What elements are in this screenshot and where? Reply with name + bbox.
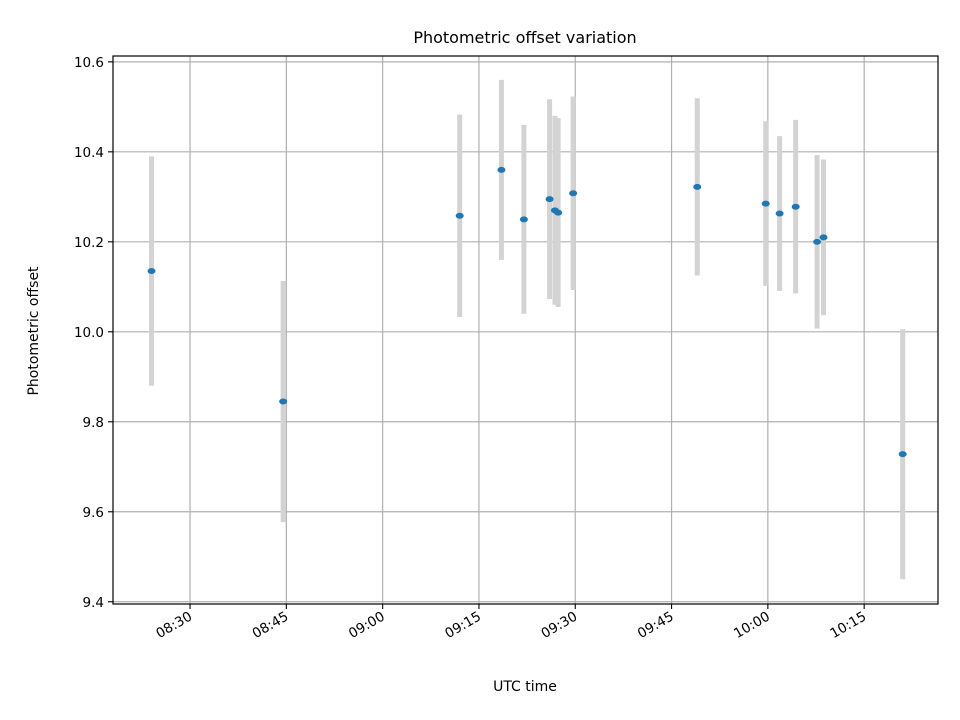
y-tick-label: 9.8 (83, 415, 104, 431)
data-point (519, 216, 528, 223)
x-tick-label: 09:45 (635, 609, 677, 642)
x-tick-label: 09:30 (539, 609, 581, 642)
data-point (279, 398, 288, 405)
data-point (497, 166, 506, 173)
x-tick-label: 10:15 (827, 609, 869, 642)
data-points (147, 166, 907, 458)
y-tick-label: 10.0 (74, 325, 104, 341)
y-tick-label: 10.4 (74, 145, 104, 161)
x-tick-label: 09:15 (442, 609, 484, 642)
data-point (775, 210, 784, 217)
y-tick-label: 10.6 (74, 55, 104, 71)
data-point (813, 238, 822, 245)
data-point (569, 190, 578, 197)
data-point (791, 203, 800, 210)
y-axis: 9.4 9.6 9.8 10.0 10.2 10.4 10.6 (74, 55, 113, 611)
data-point (693, 183, 702, 190)
y-tick-label: 10.2 (74, 235, 104, 251)
x-tick-label: 08:45 (250, 609, 292, 642)
plot-frame (112, 55, 939, 605)
data-point (554, 209, 563, 216)
x-tick-label: 09:00 (346, 609, 388, 642)
x-axis-label: UTC time (493, 679, 557, 695)
data-point (819, 234, 828, 241)
x-tick-label: 10:00 (731, 609, 773, 642)
error-bars (149, 79, 906, 580)
y-tick-label: 9.4 (83, 595, 104, 611)
data-point (545, 196, 554, 203)
y-axis-label: Photometric offset (26, 266, 42, 396)
chart-title: Photometric offset variation (413, 28, 636, 47)
y-tick-label: 9.6 (83, 505, 104, 521)
data-point (455, 212, 464, 219)
x-tick-label: 08:30 (153, 609, 195, 642)
data-point (898, 451, 907, 458)
data-point (761, 200, 770, 207)
data-point (147, 268, 156, 275)
x-axis: 08:30 08:45 09:00 09:15 09:30 09:45 10:00 10:15 (153, 604, 869, 642)
